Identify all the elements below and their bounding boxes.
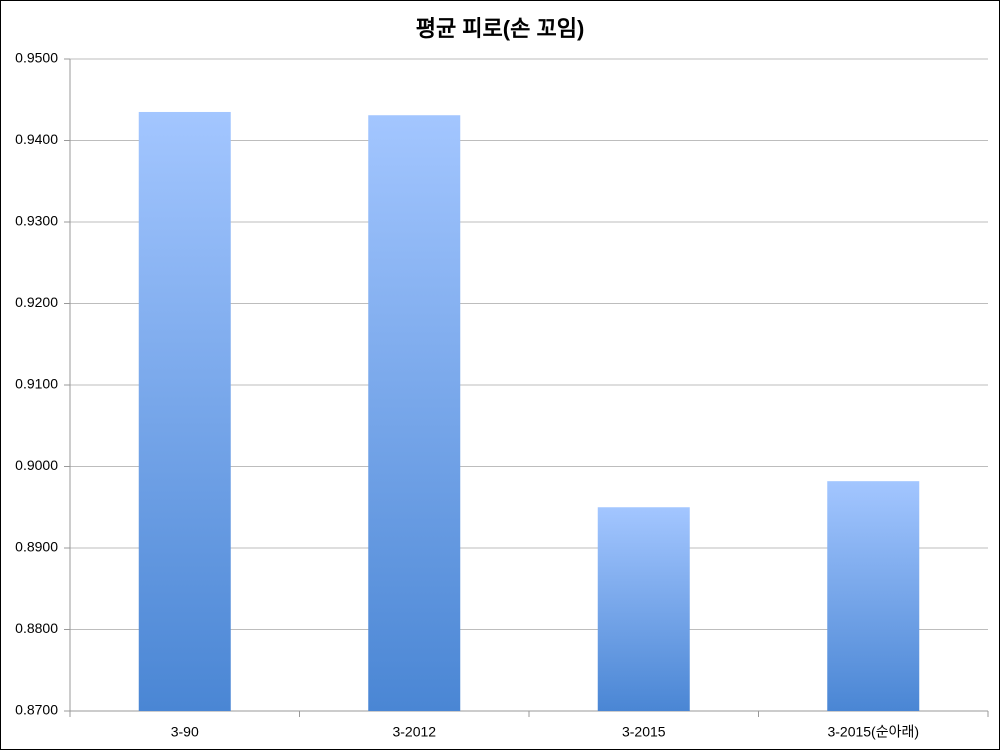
chart-title: 평균 피로(손 꼬임) — [416, 16, 585, 41]
y-tick-label: 0.8800 — [15, 620, 58, 636]
y-tick-label: 0.9200 — [15, 294, 58, 310]
bar — [138, 111, 231, 712]
x-tick-label: 3-2015(순아래) — [827, 724, 919, 740]
y-tick-label: 0.9500 — [15, 50, 58, 66]
y-tick-label: 0.8900 — [15, 539, 58, 555]
bar — [827, 481, 920, 711]
y-tick-label: 0.9400 — [15, 131, 58, 147]
x-tick-label: 3-2012 — [392, 724, 436, 740]
bar — [597, 507, 690, 711]
y-tick-label: 0.8700 — [15, 702, 58, 718]
y-tick-label: 0.9000 — [15, 457, 58, 473]
y-tick-label: 0.9100 — [15, 376, 58, 392]
y-tick-label: 0.9300 — [15, 213, 58, 229]
x-tick-label: 3-2015 — [622, 724, 666, 740]
bar — [368, 115, 461, 712]
x-tick-label: 3-90 — [171, 724, 199, 740]
